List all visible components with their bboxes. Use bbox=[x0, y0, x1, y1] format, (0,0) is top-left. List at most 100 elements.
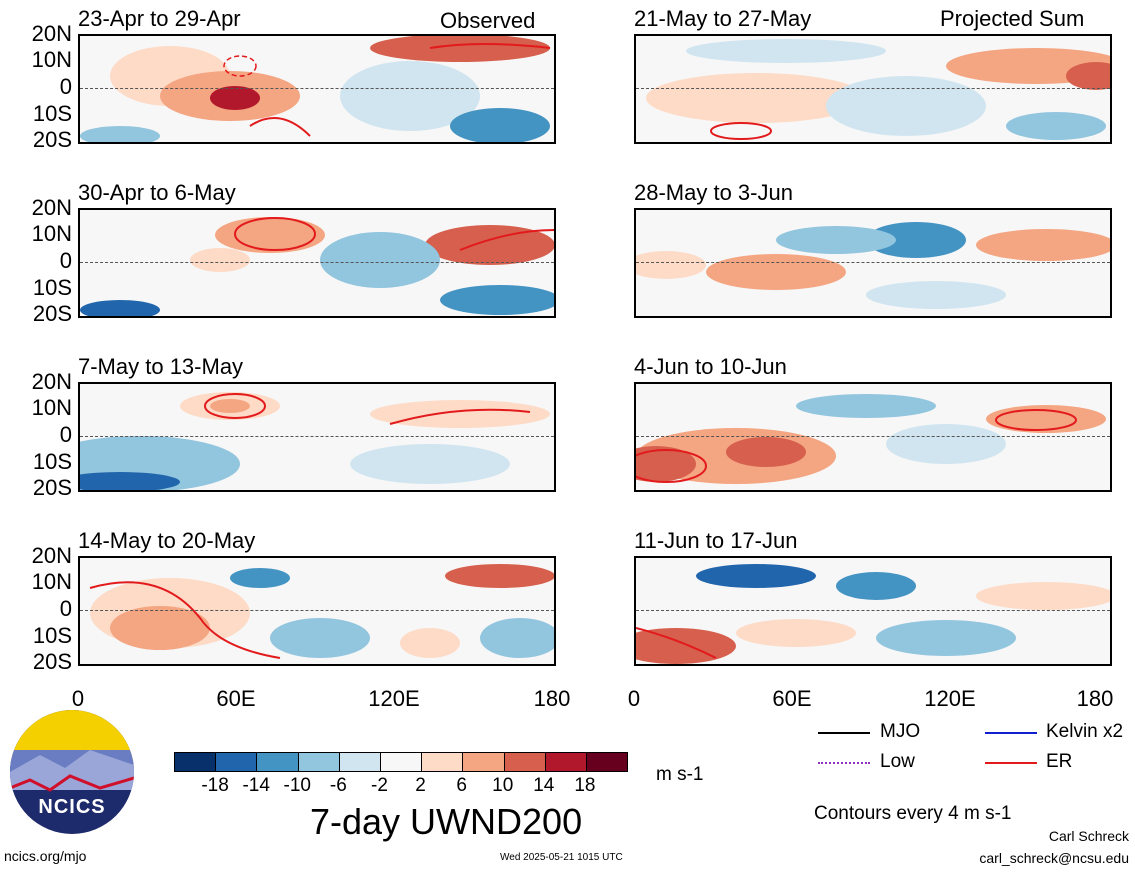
equator-line bbox=[80, 610, 554, 611]
y-tick-label: 0 bbox=[59, 422, 72, 447]
panel-right-1-corner: Projected Sum bbox=[940, 6, 1085, 31]
colorbar-unit: m s-1 bbox=[656, 764, 704, 785]
y-tick-label: 0 bbox=[59, 74, 72, 99]
colorbar-tick-label: -14 bbox=[242, 775, 270, 796]
y-tick-label: 20S bbox=[32, 127, 72, 152]
panel-left-1-date: 23-Apr to 29-Apr bbox=[78, 6, 241, 31]
ncics-logo: NCICS bbox=[10, 710, 134, 834]
colorbar-swatch bbox=[339, 753, 381, 771]
x-tick-left-0: 0 bbox=[71, 686, 85, 711]
y-tick-label: 10S bbox=[32, 623, 72, 648]
equator-line bbox=[636, 436, 1110, 437]
colorbar-swatch bbox=[586, 753, 628, 771]
colorbar-swatch bbox=[216, 753, 258, 771]
y-tick-label: 10N bbox=[31, 395, 72, 420]
panel-left-3-date: 7-May to 13-May bbox=[78, 354, 244, 379]
map-field bbox=[636, 210, 1110, 316]
panel-right-2-date: 28-May to 3-Jun bbox=[634, 180, 793, 205]
kelvin-legend-label: Kelvin x2 bbox=[1046, 721, 1124, 742]
low-legend-label: Low bbox=[880, 751, 915, 772]
y-tick-label: 10N bbox=[31, 47, 72, 72]
y-tick-label: 20N bbox=[31, 369, 72, 394]
y-tick-label: 0 bbox=[59, 248, 72, 273]
colorbar-tick-label: 14 bbox=[533, 775, 555, 796]
equator-line bbox=[80, 436, 554, 437]
colorbar-swatch bbox=[504, 753, 546, 771]
low-legend-line bbox=[818, 762, 870, 764]
colorbar-swatch bbox=[422, 753, 464, 771]
map-panel-right-1 bbox=[634, 34, 1112, 144]
map-field bbox=[80, 210, 554, 316]
map-field bbox=[636, 384, 1110, 490]
colorbar-tick-label: 6 bbox=[456, 775, 467, 796]
colorbar-tick-label: -10 bbox=[283, 775, 311, 796]
map-panel-right-4 bbox=[634, 556, 1112, 666]
map-field bbox=[636, 558, 1110, 664]
er-legend-label: ER bbox=[1046, 751, 1073, 772]
map-field bbox=[80, 384, 554, 490]
colorbar-tick-label: -6 bbox=[329, 775, 347, 796]
panel-left-4-date: 14-May to 20-May bbox=[78, 528, 256, 553]
y-tick-label: 20N bbox=[31, 195, 72, 220]
y-tick-label: 20S bbox=[32, 475, 72, 500]
colorbar-swatch bbox=[257, 753, 299, 771]
y-tick-label: 10S bbox=[32, 101, 72, 126]
mjo-legend-line bbox=[818, 732, 870, 734]
colorbar bbox=[174, 752, 628, 772]
equator-line bbox=[636, 262, 1110, 263]
y-tick-label: 20N bbox=[31, 543, 72, 568]
footer-author: Carl Schreck bbox=[1048, 828, 1129, 844]
colorbar-swatch bbox=[175, 753, 217, 771]
equator-line bbox=[80, 262, 554, 263]
logo-text: NCICS bbox=[38, 796, 106, 818]
x-tick-left-180: 180 bbox=[533, 686, 571, 711]
colorbar-tick-label: 10 bbox=[492, 775, 514, 796]
panel-right-4-date: 11-Jun to 17-Jun bbox=[634, 528, 798, 553]
colorbar-swatch bbox=[298, 753, 340, 771]
y-tick-label: 0 bbox=[59, 596, 72, 621]
panel-left-2-date: 30-Apr to 6-May bbox=[78, 180, 236, 205]
map-field bbox=[80, 36, 554, 142]
x-tick-left-60e: 60E bbox=[216, 686, 256, 711]
footer-url[interactable]: ncics.org/mjo bbox=[4, 848, 87, 864]
y-tick-label: 10N bbox=[31, 569, 72, 594]
equator-line bbox=[636, 88, 1110, 89]
mountain-icon bbox=[10, 750, 134, 792]
colorbar-tick-label: -18 bbox=[201, 775, 229, 796]
y-tick-label: 20S bbox=[32, 649, 72, 674]
x-tick-left-120e: 120E bbox=[368, 686, 420, 711]
er-legend-line bbox=[985, 762, 1037, 764]
x-tick-right-120e: 120E bbox=[924, 686, 976, 711]
map-panel-left-2 bbox=[78, 208, 556, 318]
map-panel-right-2 bbox=[634, 208, 1112, 318]
map-panel-right-3 bbox=[634, 382, 1112, 492]
map-field bbox=[636, 36, 1110, 142]
x-tick-right-60e: 60E bbox=[772, 686, 812, 711]
colorbar-swatch bbox=[463, 753, 505, 771]
panel-right-3-date: 4-Jun to 10-Jun bbox=[634, 354, 787, 379]
colorbar-tick-label: 2 bbox=[415, 775, 426, 796]
map-field bbox=[80, 558, 554, 664]
y-tick-label: 10N bbox=[31, 221, 72, 246]
contour-note: Contours every 4 m s-1 bbox=[814, 803, 1012, 824]
x-tick-right-0: 0 bbox=[627, 686, 641, 711]
footer-timestamp: Wed 2025-05-21 1015 UTC bbox=[500, 852, 623, 863]
colorbar-tick-label: 18 bbox=[574, 775, 596, 796]
map-panel-left-1 bbox=[78, 34, 556, 144]
panel-right-1-date: 21-May to 27-May bbox=[634, 6, 812, 31]
x-tick-right-180: 180 bbox=[1076, 686, 1114, 711]
panel-left-1-corner: Observed bbox=[440, 8, 536, 33]
colorbar-swatch bbox=[545, 753, 587, 771]
equator-line bbox=[80, 88, 554, 89]
equator-line bbox=[636, 610, 1110, 611]
map-panel-left-4 bbox=[78, 556, 556, 666]
y-tick-label: 10S bbox=[32, 275, 72, 300]
mjo-legend-label: MJO bbox=[880, 721, 921, 742]
map-panel-left-3 bbox=[78, 382, 556, 492]
y-tick-label: 20S bbox=[32, 301, 72, 326]
main-title: 7-day UWND200 bbox=[310, 801, 583, 842]
colorbar-swatch bbox=[380, 753, 423, 771]
footer-email[interactable]: carl_schreck@ncsu.edu bbox=[979, 850, 1129, 866]
colorbar-tick-label: -2 bbox=[371, 775, 388, 796]
y-tick-label: 20N bbox=[31, 21, 72, 46]
